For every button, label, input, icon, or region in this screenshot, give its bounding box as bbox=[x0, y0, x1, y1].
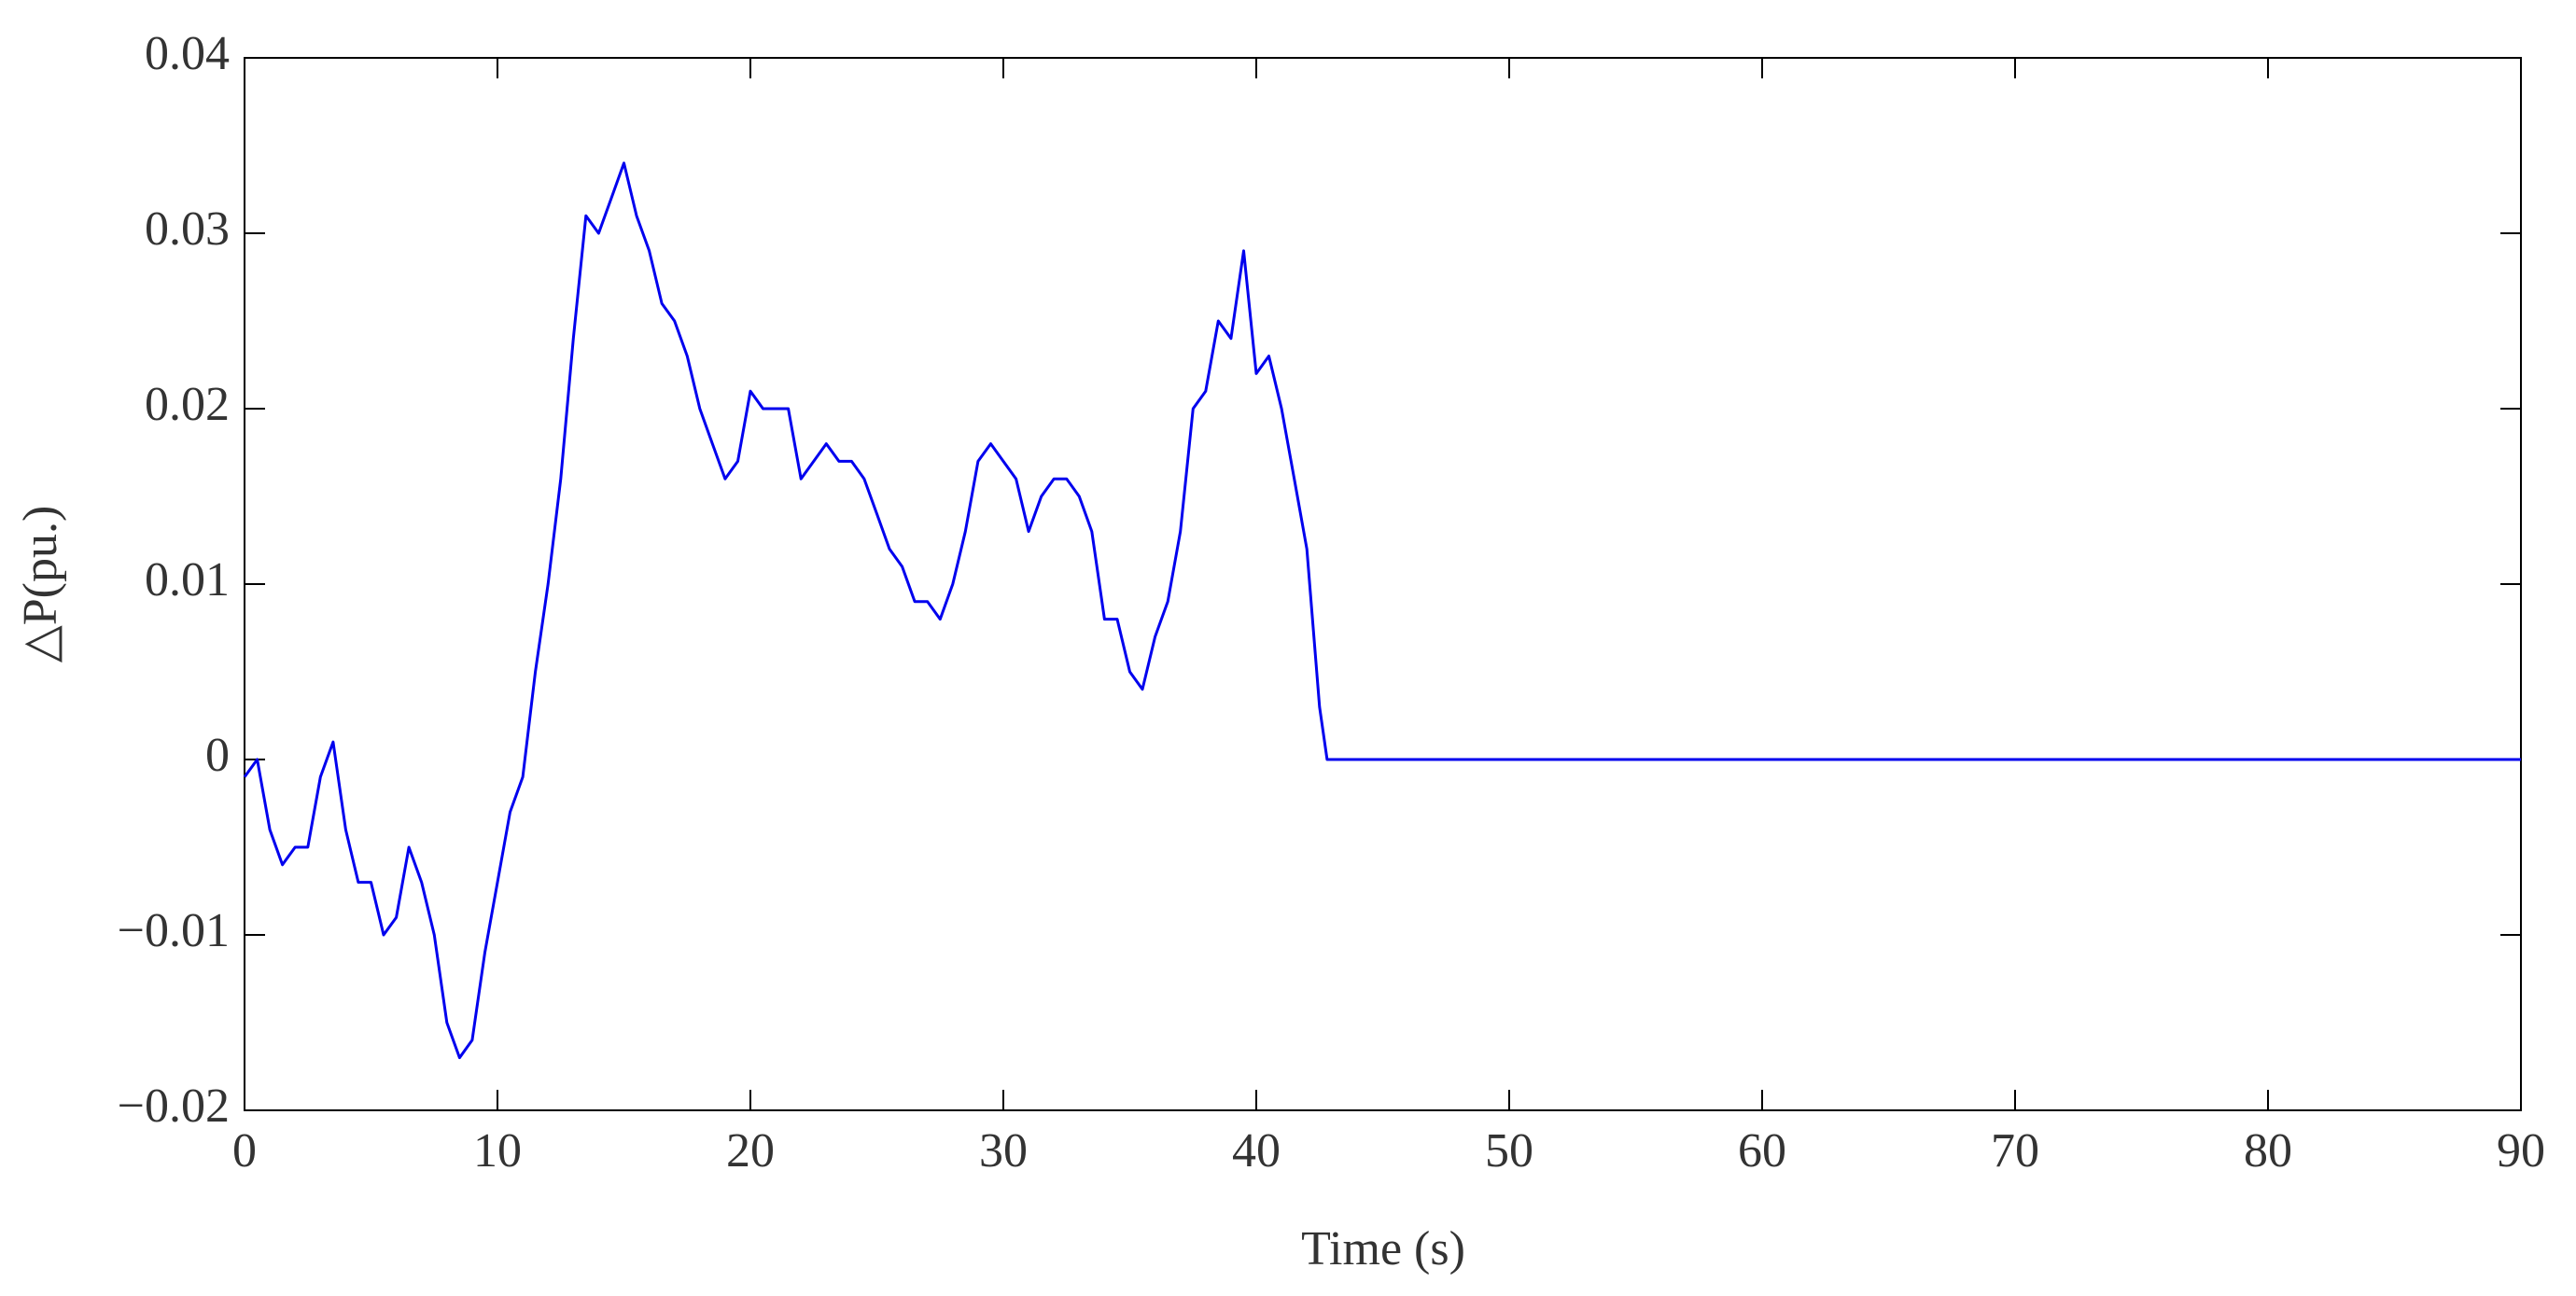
x-tick-label: 20 bbox=[726, 1124, 775, 1178]
y-tick-label: 0.02 bbox=[145, 378, 230, 431]
x-tick-label: 80 bbox=[2244, 1124, 2292, 1178]
y-tick-label: −0.02 bbox=[118, 1080, 230, 1133]
x-tick-label: 50 bbox=[1485, 1124, 1533, 1178]
y-tick-label: 0.04 bbox=[145, 27, 230, 80]
x-tick-label: 40 bbox=[1232, 1124, 1281, 1178]
x-tick-label: 70 bbox=[1991, 1124, 2039, 1178]
y-tick-label: 0.01 bbox=[145, 553, 230, 606]
x-axis-label: Time (s) bbox=[1301, 1222, 1465, 1275]
data-line bbox=[243, 161, 2521, 1060]
x-tick-label: 30 bbox=[979, 1124, 1028, 1178]
y-tick-label: 0.03 bbox=[145, 202, 230, 256]
y-tick-label: 0 bbox=[205, 729, 230, 782]
x-tick-label: 60 bbox=[1738, 1124, 1786, 1178]
y-axis-label: △P(pu.) bbox=[14, 506, 67, 663]
x-tick-label: 90 bbox=[2497, 1124, 2545, 1178]
x-tick-label: 10 bbox=[473, 1124, 522, 1178]
y-tick-label: −0.01 bbox=[118, 904, 230, 957]
x-tick-label: 0 bbox=[232, 1124, 257, 1178]
